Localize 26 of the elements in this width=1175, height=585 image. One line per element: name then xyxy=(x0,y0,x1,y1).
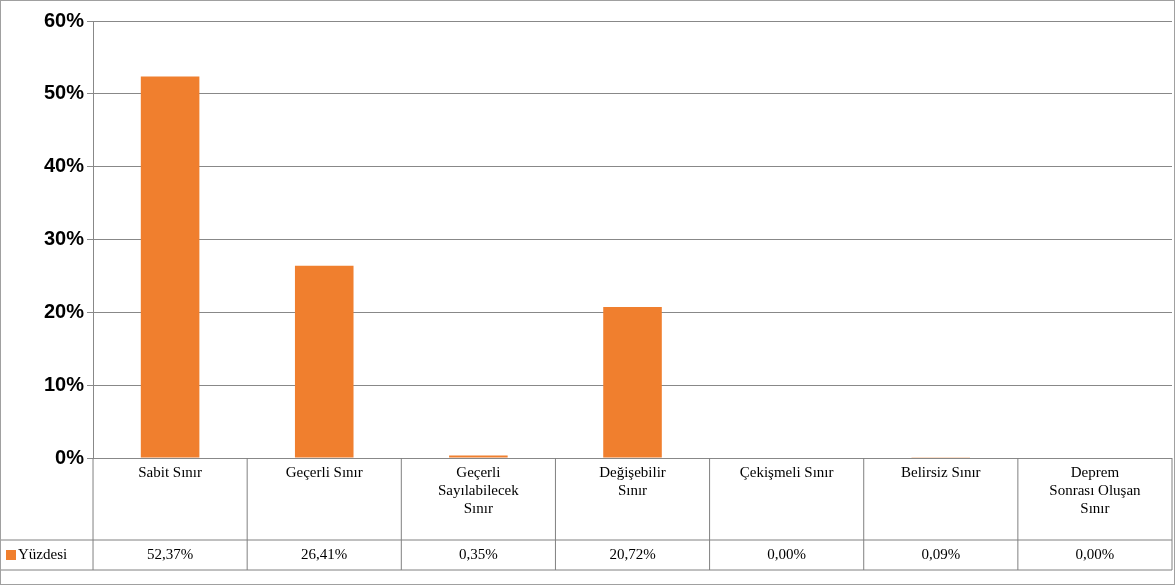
data-label: 0,09% xyxy=(921,545,961,562)
y-tick-label: 30% xyxy=(44,227,85,250)
data-label: 0,00% xyxy=(767,545,807,562)
bar xyxy=(449,455,508,458)
bar xyxy=(603,307,662,458)
y-tick-label: 20% xyxy=(44,299,85,322)
data-label: 26,41% xyxy=(301,545,348,562)
y-tick-label: 60% xyxy=(44,8,85,31)
x-tick-label: Deprem Sonrası Oluşan Sınır xyxy=(1049,463,1142,516)
x-tick-label: Geçerli Sınır xyxy=(285,463,363,480)
y-tick-label: 10% xyxy=(44,372,85,395)
legend-label: Yüzdesi xyxy=(18,545,68,562)
bar xyxy=(294,265,354,458)
y-tick-label: 0% xyxy=(55,445,85,468)
data-label: 52,37% xyxy=(146,545,194,562)
x-tick-label: Geçerli Sayılabilecek Sınır xyxy=(437,463,520,516)
x-tick-label: Sabit Sınır xyxy=(138,463,202,480)
data-label: 0,35% xyxy=(459,545,498,562)
x-tick-label: Çekişmeli Sınır xyxy=(739,463,834,480)
x-tick-label: Belirsiz Sınır xyxy=(901,463,981,480)
bar xyxy=(140,76,200,458)
y-tick-label: 50% xyxy=(44,81,85,104)
data-label: 0,00% xyxy=(1075,545,1115,562)
x-tick-label: Değişebilir Sınır xyxy=(599,463,666,498)
data-label: 20,72% xyxy=(609,545,656,562)
y-tick-label: 40% xyxy=(44,154,85,177)
